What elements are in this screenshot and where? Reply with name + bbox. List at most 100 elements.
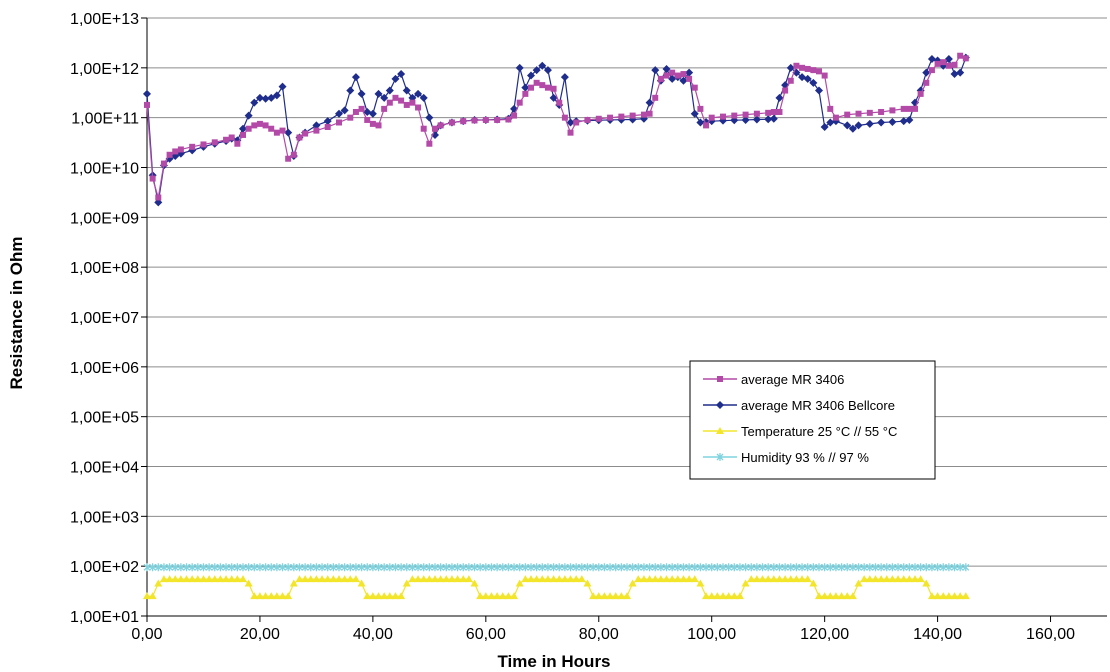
data-point — [250, 563, 258, 572]
data-point — [279, 563, 286, 572]
data-point — [340, 575, 349, 583]
data-point — [278, 592, 287, 600]
data-point — [346, 563, 354, 572]
data-point — [716, 427, 724, 434]
data-point — [561, 114, 568, 121]
data-point — [504, 592, 513, 600]
data-point — [397, 592, 406, 600]
data-point — [691, 563, 699, 572]
data-point — [381, 105, 388, 112]
data-point — [961, 592, 970, 600]
data-point — [313, 127, 320, 134]
data-point — [544, 84, 551, 91]
data-point — [245, 125, 252, 132]
data-point — [911, 563, 919, 572]
data-point — [606, 592, 615, 600]
data-point — [905, 563, 913, 572]
data-point — [460, 118, 467, 125]
data-point — [900, 105, 907, 112]
data-point — [566, 118, 575, 127]
data-point — [302, 130, 309, 137]
data-point — [662, 575, 671, 583]
data-point — [419, 93, 428, 102]
data-point — [391, 74, 400, 83]
data-point — [459, 563, 467, 572]
data-point — [927, 55, 936, 64]
data-point — [764, 575, 773, 583]
data-point — [369, 120, 376, 127]
data-point — [878, 108, 885, 115]
data-point — [854, 121, 863, 130]
data-point — [844, 111, 851, 118]
x-tick-label: 60,00 — [466, 626, 506, 643]
data-point — [272, 592, 281, 600]
series-average-mr-3406 — [144, 52, 969, 201]
data-point — [673, 575, 682, 583]
data-point — [866, 109, 873, 116]
x-axis-title: Time in Hours — [497, 652, 610, 671]
data-point — [589, 592, 598, 600]
data-point — [679, 76, 688, 85]
data-point — [945, 62, 952, 69]
data-point — [758, 575, 767, 583]
data-point — [787, 77, 794, 84]
data-point — [385, 86, 394, 95]
data-point — [250, 98, 259, 107]
data-point — [645, 575, 654, 583]
data-point — [583, 579, 592, 587]
data-point — [690, 575, 699, 583]
data-point — [956, 563, 964, 572]
data-point — [826, 563, 834, 572]
data-point — [166, 563, 174, 572]
data-point — [786, 575, 795, 583]
data-point — [549, 575, 558, 583]
data-point — [685, 575, 694, 583]
data-point — [284, 563, 292, 572]
data-point — [769, 114, 778, 123]
data-point — [273, 563, 281, 572]
data-point — [228, 563, 236, 572]
data-point — [567, 129, 574, 136]
data-point — [351, 575, 360, 583]
data-point — [465, 563, 473, 572]
data-point — [369, 563, 377, 572]
data-point — [385, 592, 394, 600]
data-point — [708, 114, 715, 121]
data-point — [306, 575, 315, 583]
data-point — [781, 575, 790, 583]
data-point — [375, 122, 382, 129]
data-point — [189, 143, 196, 150]
data-point — [301, 563, 309, 572]
data-point — [618, 113, 625, 120]
data-point — [894, 563, 902, 572]
data-point — [233, 575, 242, 583]
y-tick-label: 1,00E+11 — [71, 111, 139, 128]
data-point — [504, 563, 512, 572]
data-point — [765, 109, 772, 116]
data-point — [335, 109, 343, 118]
data-point — [894, 575, 903, 583]
data-point — [854, 579, 863, 587]
data-point — [527, 563, 535, 572]
data-point — [420, 563, 428, 572]
data-point — [736, 563, 744, 572]
data-point — [431, 563, 439, 572]
data-point — [391, 592, 400, 600]
data-point — [651, 563, 659, 572]
data-point — [409, 99, 416, 106]
data-point — [888, 117, 897, 126]
data-point — [351, 73, 360, 82]
data-point — [793, 62, 800, 69]
data-point — [363, 563, 371, 572]
data-point — [923, 79, 930, 86]
data-point — [538, 61, 547, 70]
data-point — [764, 563, 772, 572]
data-point — [611, 592, 620, 600]
y-tick-label: 1,00E+06 — [70, 360, 139, 377]
data-point — [335, 575, 343, 583]
data-point — [312, 575, 321, 583]
x-tick-label: 140,00 — [913, 626, 962, 643]
data-point — [713, 563, 721, 572]
data-point — [962, 55, 969, 62]
